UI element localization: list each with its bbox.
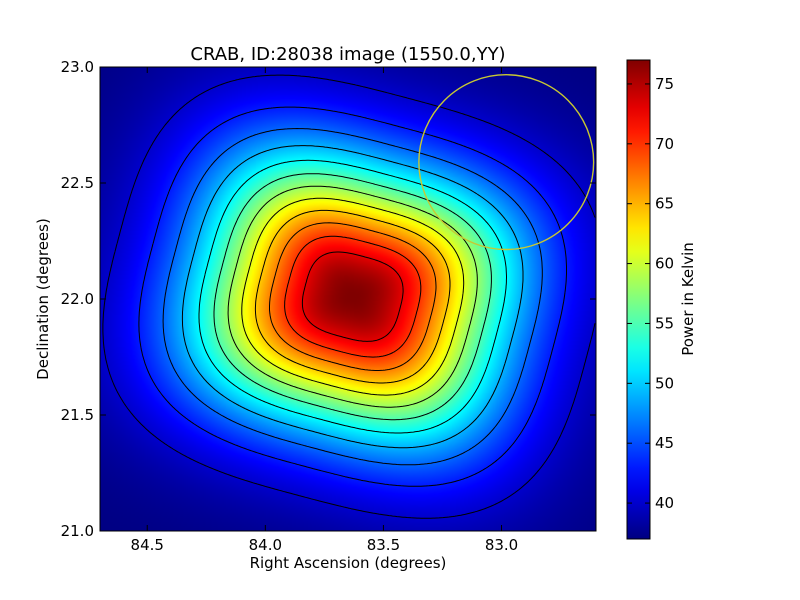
colorbar-tick-label: 60 (655, 255, 674, 273)
contour-line (138, 106, 567, 487)
contour-line (241, 197, 465, 396)
heatmap-image (100, 67, 596, 531)
colorbar-ticks: 40 45 50 55 60 65 70 75 (627, 75, 674, 512)
colorbar-gradient (627, 60, 650, 539)
colorbar-tick-label: 45 (655, 434, 674, 452)
y-tick-label: 22.5 (61, 174, 94, 192)
contour-line (102, 74, 596, 519)
chart-title: CRAB, ID:28038 image (1550.0,YY) (190, 44, 505, 65)
colorbar-tick-label: 65 (655, 195, 674, 213)
x-axis: 84.5 84.0 83.5 83.0 (131, 67, 518, 554)
contour-line (213, 173, 492, 421)
x-tick-label: 84.5 (131, 536, 164, 554)
contour-line (301, 251, 404, 342)
y-tick-label: 21.0 (61, 522, 94, 540)
y-axis: 21.0 21.5 22.0 22.5 23.0 (61, 58, 596, 540)
contour-line (227, 185, 478, 408)
colorbar-frame (626, 59, 651, 540)
contour-line (181, 145, 524, 449)
contour-line (198, 159, 507, 434)
y-axis-label: Declination (degrees) (34, 218, 52, 380)
colorbar-tick-label: 70 (655, 135, 674, 153)
colorbar: 40 45 50 55 60 65 70 75 Power in Kelvin (626, 59, 697, 540)
colorbar-tick-label: 40 (655, 494, 674, 512)
x-tick-label: 84.0 (249, 536, 282, 554)
colorbar-tick-label: 50 (655, 374, 674, 392)
colorbar-tick-label: 75 (655, 75, 674, 93)
plot-area (99, 66, 597, 532)
colorbar-label: Power in Kelvin (679, 242, 697, 356)
contour-line (269, 222, 437, 371)
y-tick-label: 23.0 (61, 58, 94, 76)
x-tick-label: 83.5 (367, 536, 400, 554)
contour-layer (102, 74, 596, 519)
beam-circle (418, 74, 595, 251)
x-axis-label: Right Ascension (degrees) (250, 554, 447, 572)
y-tick-label: 22.0 (61, 290, 94, 308)
y-tick-label: 21.5 (61, 406, 94, 424)
contour-line (254, 209, 451, 384)
contour-line (162, 128, 543, 466)
x-tick-label: 83.0 (485, 536, 518, 554)
colorbar-tick-label: 55 (655, 314, 674, 332)
contour-line (284, 235, 422, 358)
